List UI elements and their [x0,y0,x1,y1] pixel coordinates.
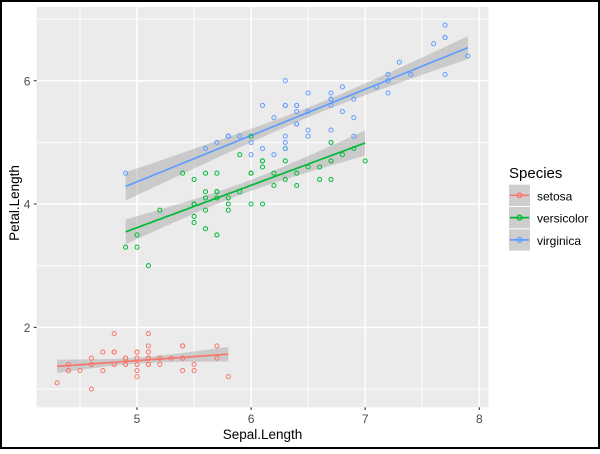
svg-text:virginica: virginica [537,234,581,248]
svg-text:7: 7 [362,412,369,426]
svg-text:6: 6 [248,412,255,426]
svg-text:Petal.Length: Petal.Length [7,165,22,241]
svg-text:5: 5 [134,412,141,426]
svg-text:versicolor: versicolor [537,212,588,226]
svg-text:setosa: setosa [537,189,573,203]
svg-text:2: 2 [24,321,31,335]
svg-text:6: 6 [24,74,31,88]
svg-text:Sepal.Length: Sepal.Length [223,427,303,442]
svg-text:8: 8 [476,412,483,426]
svg-text:4: 4 [24,198,31,212]
svg-text:Species: Species [509,165,562,182]
